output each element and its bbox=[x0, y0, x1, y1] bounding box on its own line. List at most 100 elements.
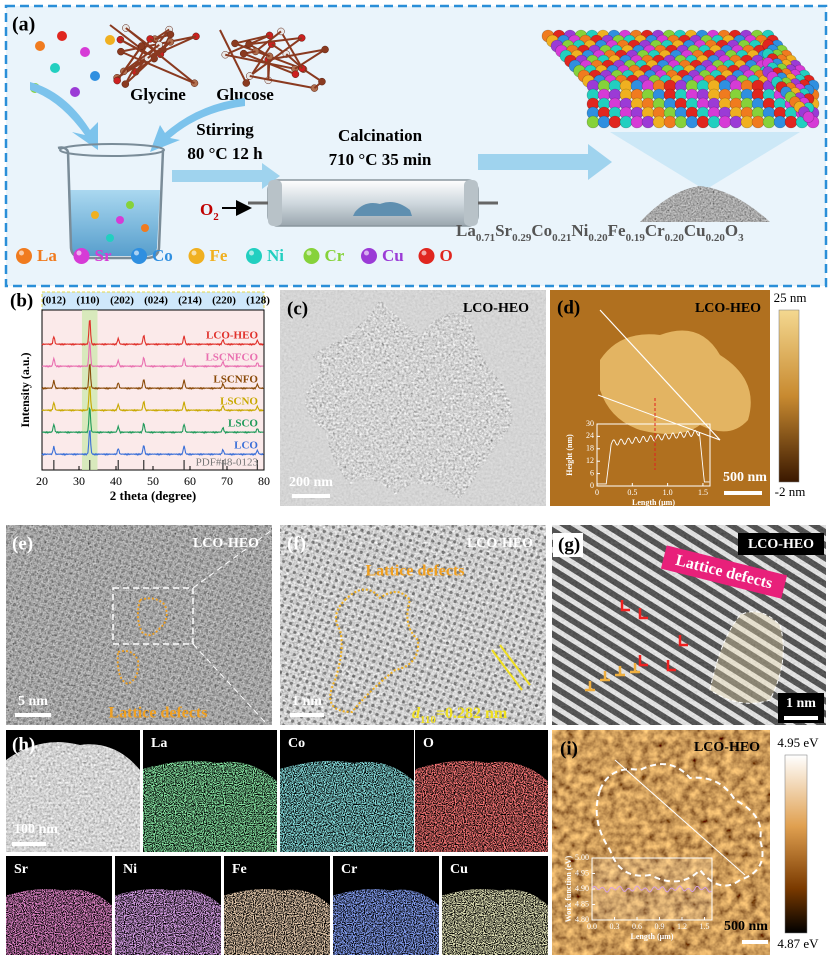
formula-element: Sr bbox=[495, 221, 512, 240]
legend-label: Ni bbox=[267, 246, 284, 265]
perovskite-sphere bbox=[762, 115, 776, 129]
ion-sphere bbox=[126, 201, 134, 209]
legend-swatch bbox=[361, 248, 377, 264]
bond bbox=[301, 67, 323, 83]
peak-label: (220) bbox=[212, 295, 236, 307]
peak-label: (202) bbox=[110, 295, 134, 307]
colorbar bbox=[784, 754, 808, 934]
xrd-pattern bbox=[41, 406, 264, 435]
peak-label: (110) bbox=[76, 295, 100, 307]
formula-element: Ni bbox=[571, 221, 588, 240]
legend-shine bbox=[134, 250, 139, 256]
profile-line bbox=[599, 309, 721, 441]
eds-signal bbox=[6, 889, 112, 955]
panel-label: (c) bbox=[287, 298, 308, 319]
beaker-liquid bbox=[68, 190, 160, 256]
sample-tag: LCO-HEO bbox=[193, 536, 259, 551]
spacing-value: =0.282 nm bbox=[436, 705, 508, 722]
dislocation-mark bbox=[678, 635, 688, 647]
legend-swatch bbox=[188, 248, 205, 264]
inset-y-label: Height (nm) bbox=[565, 434, 574, 476]
bond bbox=[225, 53, 296, 70]
formula-element: Co bbox=[531, 221, 552, 240]
spacing-line bbox=[491, 649, 523, 691]
element-label: Sr bbox=[14, 862, 28, 877]
legend-swatch bbox=[131, 248, 147, 264]
legend-shine bbox=[191, 250, 197, 256]
spacing-symbol: d bbox=[412, 705, 421, 722]
series-label: LCO-HEO bbox=[206, 330, 258, 342]
legend-shine bbox=[306, 250, 312, 256]
panel-label: (e) bbox=[12, 533, 33, 554]
bond bbox=[280, 30, 304, 69]
defect-outline bbox=[709, 611, 784, 704]
scale-bar bbox=[290, 713, 324, 717]
scale-bar bbox=[742, 940, 768, 944]
inset-x-tick-label: 1.2 bbox=[677, 922, 687, 931]
ion-sphere bbox=[35, 41, 45, 51]
element-label: Ni bbox=[123, 862, 137, 877]
scale-bar-label: 1 nm bbox=[292, 694, 322, 709]
colorbar bbox=[778, 309, 800, 483]
eds-signal bbox=[442, 889, 548, 955]
gas-subscript: 2 bbox=[213, 211, 219, 223]
ion-sphere bbox=[57, 31, 67, 41]
dislocation-mark bbox=[600, 671, 610, 682]
inset-y-tick-label: 4.80 bbox=[575, 915, 589, 924]
element-label: Cr bbox=[341, 862, 357, 877]
formula-element: O bbox=[725, 221, 738, 240]
step-title: Calcination bbox=[338, 126, 423, 145]
scale-bar bbox=[784, 716, 818, 720]
perovskite-sphere bbox=[740, 115, 754, 129]
scale-bar-label: 200 nm bbox=[289, 475, 333, 490]
legend-swatch bbox=[16, 248, 32, 264]
legend-shine bbox=[421, 250, 427, 256]
formula-subscript: 0.29 bbox=[512, 232, 532, 244]
colorbar-label: 4.95 eV bbox=[777, 735, 819, 750]
xrd-pattern bbox=[41, 319, 264, 347]
inset-profile bbox=[597, 429, 710, 485]
perovskite-sphere bbox=[784, 115, 798, 129]
hrtem-lattice bbox=[280, 525, 546, 725]
funnel bbox=[610, 132, 800, 190]
zoom-box bbox=[112, 587, 194, 645]
perovskite-sphere bbox=[652, 115, 666, 129]
perovskite-sphere bbox=[641, 115, 655, 129]
legend-shine bbox=[19, 250, 24, 256]
sample-tag: LCO-HEO bbox=[695, 301, 761, 316]
ion-sphere bbox=[50, 63, 60, 73]
perovskite-sphere bbox=[663, 115, 677, 129]
inset-y-tick-label: 30 bbox=[586, 419, 594, 428]
process-arrow bbox=[478, 144, 612, 180]
defect-outline bbox=[116, 650, 140, 685]
xrd-pattern bbox=[41, 429, 264, 457]
inset-x-label: Length (μm) bbox=[632, 498, 675, 507]
scale-bar-label: 500 nm bbox=[724, 919, 768, 934]
xrd-pattern bbox=[41, 363, 264, 391]
inset-y-tick-label: 12 bbox=[586, 456, 594, 465]
inset-y-tick-label: 0 bbox=[590, 481, 594, 490]
inset-y-tick-label: 4.90 bbox=[575, 884, 589, 893]
zoom-line bbox=[192, 529, 273, 589]
eds-signal bbox=[333, 889, 439, 955]
dislocation-mark bbox=[630, 663, 640, 674]
beaker-rim bbox=[59, 143, 165, 157]
tube-cap bbox=[464, 180, 478, 226]
perovskite-sphere bbox=[608, 115, 622, 129]
peak-label: (024) bbox=[144, 295, 168, 307]
bond bbox=[124, 41, 172, 85]
annotation-box bbox=[660, 545, 788, 599]
element-label: La bbox=[151, 736, 167, 751]
inset-x-tick-label: 1.5 bbox=[700, 922, 710, 931]
panel-label: (i) bbox=[560, 738, 578, 759]
defect-outline bbox=[329, 588, 420, 714]
lattice-spacing: d110=0.282 nm bbox=[412, 705, 508, 726]
inset-x-tick-label: 0 bbox=[595, 488, 599, 497]
bond bbox=[248, 36, 302, 46]
kpfm-image bbox=[552, 730, 770, 955]
legend-label: Co bbox=[152, 246, 173, 265]
dislocation-mark bbox=[585, 681, 595, 692]
series-label: LCO bbox=[234, 440, 258, 452]
